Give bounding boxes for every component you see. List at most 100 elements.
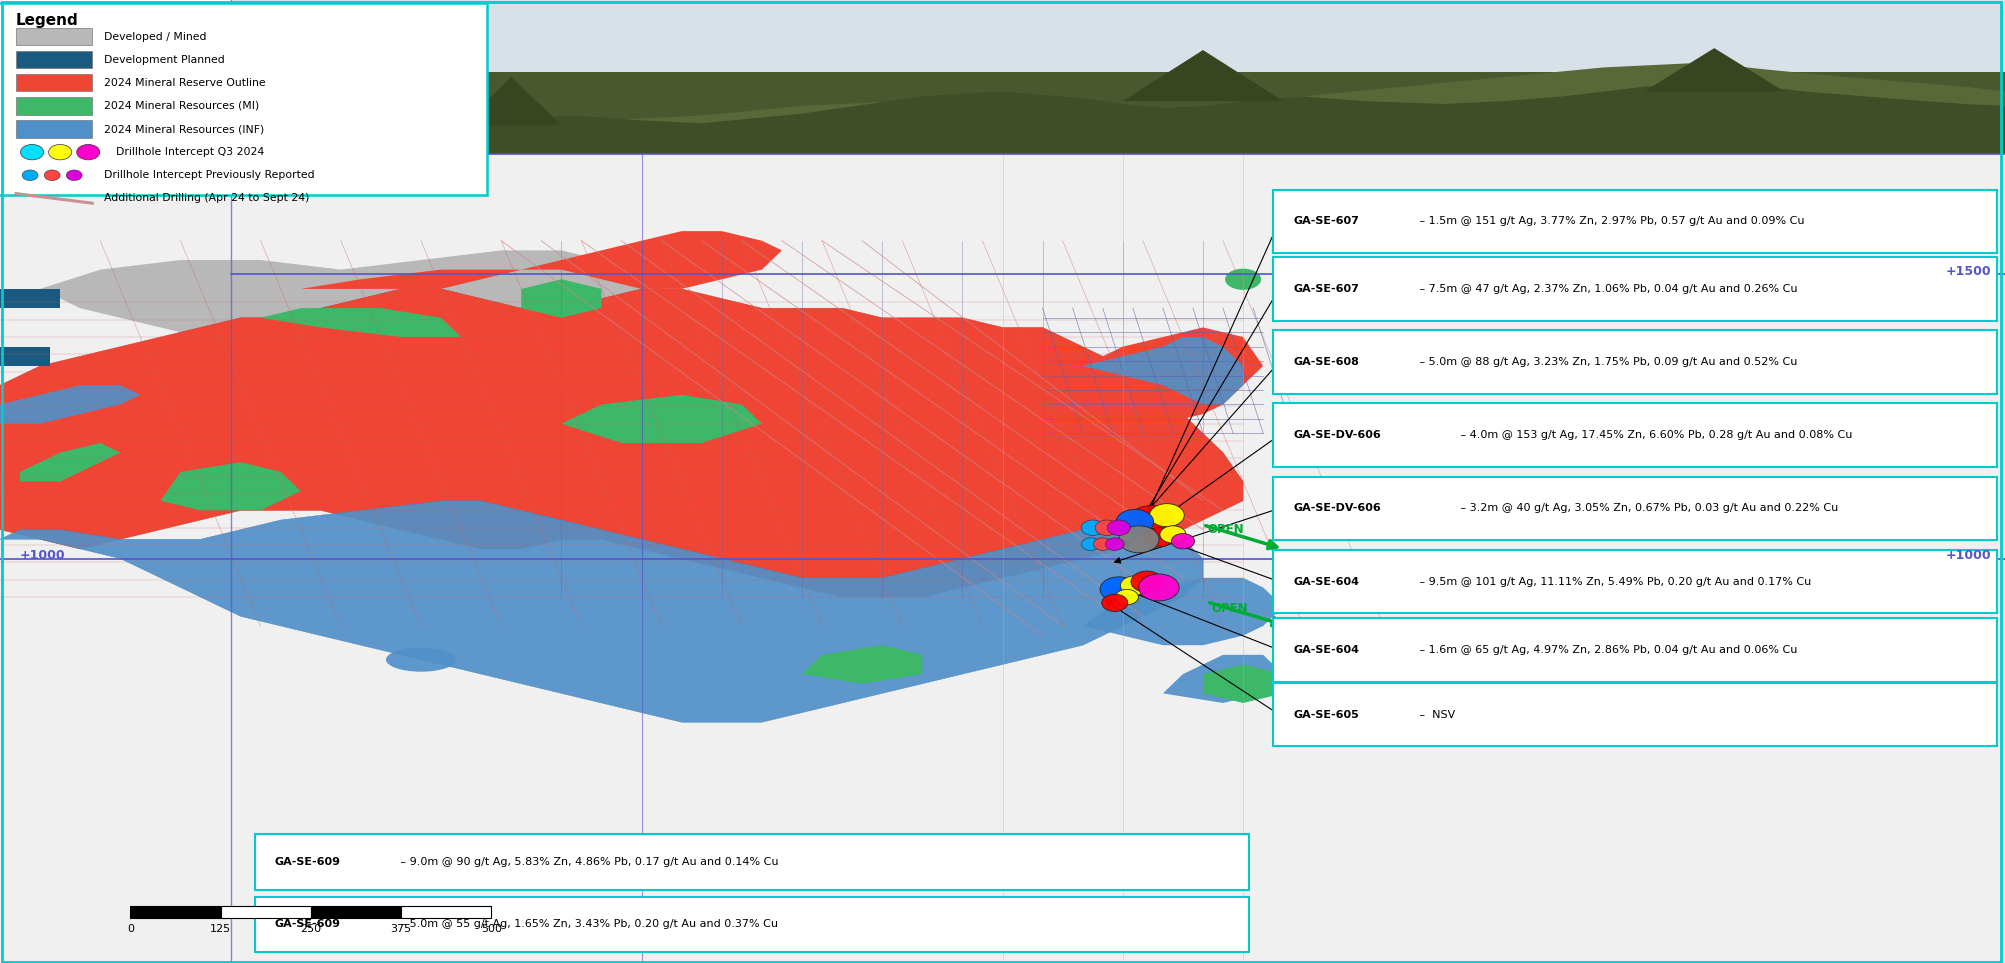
Ellipse shape	[1103, 594, 1127, 612]
Text: +1500: +1500	[1945, 265, 1991, 278]
Text: 500: 500	[481, 924, 501, 934]
Ellipse shape	[1081, 520, 1105, 535]
Polygon shape	[0, 347, 50, 366]
Polygon shape	[802, 645, 922, 684]
Polygon shape	[1083, 337, 1243, 404]
Text: – 1.6m @ 65 g/t Ag, 4.97% Zn, 2.86% Pb, 0.04 g/t Au and 0.06% Cu: – 1.6m @ 65 g/t Ag, 4.97% Zn, 2.86% Pb, …	[1416, 645, 1796, 655]
Text: – 4.0m @ 153 g/t Ag, 17.45% Zn, 6.60% Pb, 0.28 g/t Au and 0.08% Cu: – 4.0m @ 153 g/t Ag, 17.45% Zn, 6.60% Pb…	[1458, 430, 1853, 440]
Text: GA-SE-608: GA-SE-608	[1293, 357, 1359, 367]
Ellipse shape	[1115, 589, 1139, 605]
Polygon shape	[1163, 655, 1283, 703]
Polygon shape	[0, 289, 60, 308]
Ellipse shape	[1101, 577, 1137, 602]
Polygon shape	[1644, 48, 1784, 91]
Text: Legend: Legend	[16, 13, 78, 28]
FancyBboxPatch shape	[1273, 683, 1997, 746]
Ellipse shape	[1145, 528, 1173, 547]
Text: GA-SE-605: GA-SE-605	[1293, 710, 1359, 719]
Text: 2024 Mineral Resources (MI): 2024 Mineral Resources (MI)	[104, 101, 259, 111]
Text: Development Planned: Development Planned	[104, 55, 225, 65]
Text: OPEN: OPEN	[1207, 523, 1243, 536]
Ellipse shape	[66, 169, 82, 180]
Ellipse shape	[48, 144, 72, 160]
Polygon shape	[20, 443, 120, 482]
Ellipse shape	[1095, 520, 1119, 535]
Ellipse shape	[0, 467, 46, 496]
Text: GA-SE-607: GA-SE-607	[1293, 217, 1359, 226]
Text: Developed / Mined: Developed / Mined	[104, 32, 207, 41]
Polygon shape	[261, 308, 461, 337]
FancyBboxPatch shape	[0, 154, 2005, 963]
Ellipse shape	[1161, 526, 1185, 543]
FancyBboxPatch shape	[0, 3, 487, 195]
Ellipse shape	[1093, 537, 1113, 551]
FancyBboxPatch shape	[255, 834, 1249, 890]
Ellipse shape	[1129, 506, 1173, 534]
Ellipse shape	[1139, 574, 1179, 601]
FancyBboxPatch shape	[1273, 330, 1997, 394]
Ellipse shape	[1225, 269, 1261, 290]
Text: 0: 0	[126, 924, 134, 934]
FancyBboxPatch shape	[311, 906, 401, 918]
Text: +1000: +1000	[20, 549, 66, 562]
Ellipse shape	[20, 144, 44, 160]
Text: 2024 Mineral Resources (INF): 2024 Mineral Resources (INF)	[104, 124, 265, 134]
Text: GA-SE-607: GA-SE-607	[1293, 284, 1359, 294]
Polygon shape	[0, 501, 1203, 722]
Polygon shape	[561, 395, 762, 443]
Polygon shape	[461, 77, 561, 125]
Ellipse shape	[1107, 520, 1131, 535]
Polygon shape	[0, 289, 1243, 597]
Text: – 5.0m @ 55 g/t Ag, 1.65% Zn, 3.43% Pb, 0.20 g/t Au and 0.37% Cu: – 5.0m @ 55 g/t Ag, 1.65% Zn, 3.43% Pb, …	[397, 920, 778, 929]
Polygon shape	[1123, 50, 1283, 101]
Polygon shape	[40, 250, 662, 366]
Polygon shape	[301, 231, 782, 289]
Ellipse shape	[1081, 537, 1101, 551]
Text: GA-SE-604: GA-SE-604	[1293, 577, 1359, 586]
Ellipse shape	[385, 647, 457, 672]
Ellipse shape	[44, 169, 60, 180]
Polygon shape	[1043, 327, 1263, 424]
Text: 250: 250	[301, 924, 321, 934]
Ellipse shape	[1131, 571, 1163, 592]
Text: Drillhole Intercept Q3 2024: Drillhole Intercept Q3 2024	[116, 147, 265, 157]
Text: 125: 125	[211, 924, 231, 934]
FancyBboxPatch shape	[231, 72, 2005, 154]
Text: – 5.0m @ 88 g/t Ag, 3.23% Zn, 1.75% Pb, 0.09 g/t Au and 0.52% Cu: – 5.0m @ 88 g/t Ag, 3.23% Zn, 1.75% Pb, …	[1416, 357, 1796, 367]
Text: – 1.5m @ 151 g/t Ag, 3.77% Zn, 2.97% Pb, 0.57 g/t Au and 0.09% Cu: – 1.5m @ 151 g/t Ag, 3.77% Zn, 2.97% Pb,…	[1416, 217, 1804, 226]
Ellipse shape	[1171, 534, 1195, 549]
Text: GA-SE-DV-606: GA-SE-DV-606	[1293, 430, 1381, 440]
Text: Drillhole Intercept Previously Reported: Drillhole Intercept Previously Reported	[104, 170, 315, 180]
Ellipse shape	[76, 144, 100, 160]
Text: – 7.5m @ 47 g/t Ag, 2.37% Zn, 1.06% Pb, 0.04 g/t Au and 0.26% Cu: – 7.5m @ 47 g/t Ag, 2.37% Zn, 1.06% Pb, …	[1416, 284, 1796, 294]
Text: GA-SE-609: GA-SE-609	[275, 920, 341, 929]
FancyBboxPatch shape	[16, 74, 92, 91]
FancyBboxPatch shape	[1273, 190, 1997, 253]
FancyBboxPatch shape	[1273, 257, 1997, 321]
Polygon shape	[1083, 578, 1283, 645]
FancyBboxPatch shape	[231, 0, 2005, 154]
Ellipse shape	[1149, 504, 1185, 527]
Ellipse shape	[1119, 526, 1159, 553]
Text: 375: 375	[391, 924, 411, 934]
FancyBboxPatch shape	[1273, 618, 1997, 682]
Polygon shape	[231, 82, 2005, 154]
Polygon shape	[602, 241, 762, 270]
Text: Additional Drilling (Apr 24 to Sept 24): Additional Drilling (Apr 24 to Sept 24)	[104, 194, 309, 203]
Polygon shape	[231, 63, 2005, 154]
Ellipse shape	[1117, 509, 1153, 534]
Ellipse shape	[1105, 537, 1125, 551]
Polygon shape	[0, 385, 140, 424]
Text: GA-SE-604: GA-SE-604	[1293, 645, 1359, 655]
Polygon shape	[521, 279, 602, 318]
Text: +1000: +1000	[1945, 549, 1991, 562]
Polygon shape	[160, 462, 301, 510]
FancyBboxPatch shape	[401, 906, 491, 918]
FancyBboxPatch shape	[1273, 403, 1997, 467]
FancyBboxPatch shape	[16, 28, 92, 45]
Text: – 9.5m @ 101 g/t Ag, 11.11% Zn, 5.49% Pb, 0.20 g/t Au and 0.17% Cu: – 9.5m @ 101 g/t Ag, 11.11% Zn, 5.49% Pb…	[1416, 577, 1811, 586]
FancyBboxPatch shape	[130, 906, 221, 918]
Text: OPEN: OPEN	[1211, 602, 1247, 615]
FancyBboxPatch shape	[16, 120, 92, 138]
FancyBboxPatch shape	[255, 897, 1249, 952]
